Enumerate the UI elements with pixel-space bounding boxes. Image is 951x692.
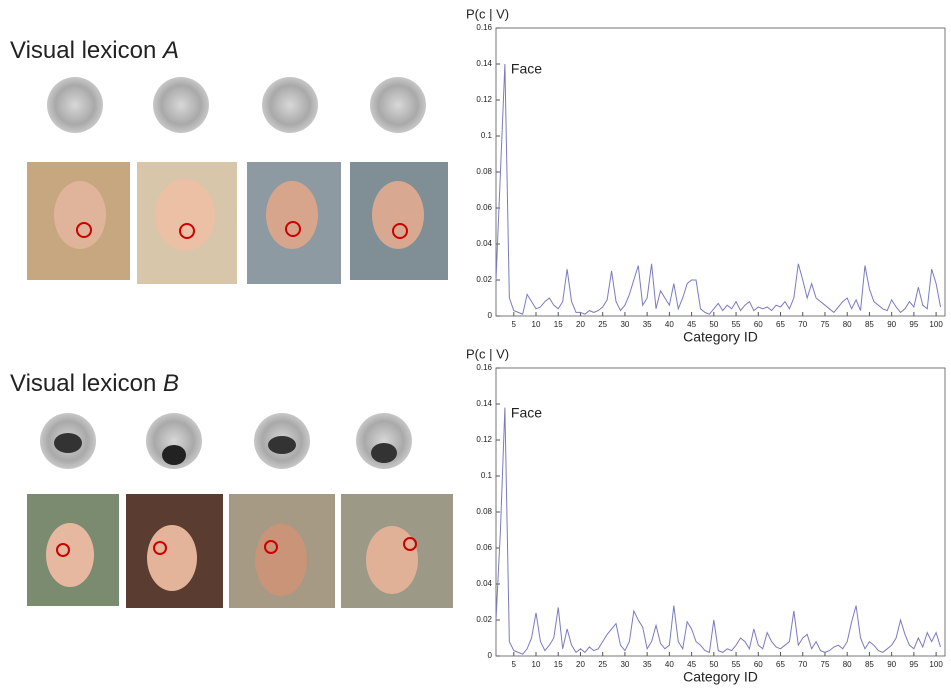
eye bbox=[371, 443, 397, 463]
lexicon-b: Visual lexicon B bbox=[10, 370, 453, 608]
x-tick-label: 35 bbox=[643, 320, 652, 329]
x-tick-label: 100 bbox=[929, 660, 943, 669]
patch bbox=[370, 77, 426, 133]
patch bbox=[47, 77, 103, 133]
y-tick-label: 0.06 bbox=[476, 543, 492, 552]
x-tick-label: 90 bbox=[887, 320, 896, 329]
x-tick-label: 65 bbox=[776, 660, 785, 669]
page: Visual lexicon A Visual lexicon B bbox=[0, 0, 951, 692]
data-line bbox=[496, 64, 941, 314]
x-axis-label: Category ID bbox=[683, 669, 758, 685]
x-tick-label: 35 bbox=[643, 660, 652, 669]
annotation: Face bbox=[511, 61, 542, 77]
y-tick-label: 0.04 bbox=[476, 579, 492, 588]
x-tick-label: 80 bbox=[843, 320, 852, 329]
x-tick-label: 20 bbox=[576, 660, 585, 669]
x-tick-label: 70 bbox=[798, 660, 807, 669]
x-tick-label: 10 bbox=[532, 660, 541, 669]
plot-frame bbox=[496, 368, 945, 656]
data-line bbox=[496, 408, 941, 655]
x-tick-label: 40 bbox=[665, 660, 674, 669]
x-tick-label: 95 bbox=[909, 660, 918, 669]
y-tick-label: 0.16 bbox=[476, 363, 492, 372]
face bbox=[366, 526, 418, 594]
x-tick-label: 65 bbox=[776, 320, 785, 329]
face bbox=[255, 524, 307, 596]
lexicon-title: Visual lexicon B bbox=[10, 370, 179, 397]
y-tick-label: 0.02 bbox=[476, 275, 492, 284]
y-tick-label: 0.08 bbox=[476, 507, 492, 516]
x-tick-label: 85 bbox=[865, 660, 874, 669]
lexicon-title: Visual lexicon A bbox=[10, 37, 179, 64]
patch bbox=[262, 77, 318, 133]
x-tick-label: 25 bbox=[598, 320, 607, 329]
x-tick-label: 100 bbox=[929, 320, 943, 329]
x-tick-label: 30 bbox=[620, 320, 629, 329]
x-tick-label: 15 bbox=[554, 320, 563, 329]
y-tick-label: 0.08 bbox=[476, 167, 492, 176]
x-tick-label: 10 bbox=[532, 320, 541, 329]
face bbox=[372, 181, 424, 249]
x-tick-label: 40 bbox=[665, 320, 674, 329]
lexicon-letter: A bbox=[161, 37, 179, 64]
y-axis-label: P(c | V) bbox=[466, 346, 509, 361]
y-tick-label: 0.14 bbox=[476, 59, 492, 68]
y-tick-label: 0.16 bbox=[476, 23, 492, 32]
face bbox=[266, 181, 318, 249]
x-tick-label: 20 bbox=[576, 320, 585, 329]
lexicon-letter: B bbox=[163, 370, 179, 397]
x-tick-label: 80 bbox=[843, 660, 852, 669]
x-tick-label: 15 bbox=[554, 660, 563, 669]
y-tick-label: 0.04 bbox=[476, 239, 492, 248]
y-tick-label: 0 bbox=[488, 311, 493, 320]
face bbox=[155, 179, 215, 251]
y-tick-label: 0.02 bbox=[476, 615, 492, 624]
patch bbox=[153, 77, 209, 133]
x-tick-label: 5 bbox=[512, 320, 517, 329]
y-tick-label: 0 bbox=[488, 651, 493, 660]
face bbox=[46, 523, 94, 587]
x-tick-label: 70 bbox=[798, 320, 807, 329]
lexicon-a: Visual lexicon A bbox=[10, 37, 448, 284]
eye bbox=[268, 436, 296, 454]
x-tick-label: 90 bbox=[887, 660, 896, 669]
x-axis-label: Category ID bbox=[683, 329, 758, 345]
y-tick-label: 0.06 bbox=[476, 203, 492, 212]
eye bbox=[162, 445, 186, 465]
x-tick-label: 95 bbox=[909, 320, 918, 329]
eye bbox=[54, 433, 82, 453]
x-tick-label: 30 bbox=[620, 660, 629, 669]
lexicon-name: Visual lexicon bbox=[10, 37, 156, 64]
face bbox=[147, 525, 197, 591]
y-tick-label: 0.14 bbox=[476, 399, 492, 408]
x-tick-label: 5 bbox=[512, 660, 517, 669]
figure: Visual lexicon A Visual lexicon B bbox=[0, 0, 951, 692]
lexicon-name: Visual lexicon bbox=[10, 370, 156, 397]
y-tick-label: 0.12 bbox=[476, 95, 492, 104]
y-tick-label: 0.1 bbox=[481, 471, 493, 480]
x-tick-label: 85 bbox=[865, 320, 874, 329]
y-tick-label: 0.12 bbox=[476, 435, 492, 444]
y-tick-label: 0.1 bbox=[481, 131, 493, 140]
face bbox=[54, 181, 106, 249]
x-tick-label: 75 bbox=[821, 660, 830, 669]
x-tick-label: 25 bbox=[598, 660, 607, 669]
annotation: Face bbox=[511, 404, 542, 420]
plot-frame bbox=[496, 28, 945, 316]
x-tick-label: 75 bbox=[821, 320, 830, 329]
y-axis-label: P(c | V) bbox=[466, 6, 509, 21]
